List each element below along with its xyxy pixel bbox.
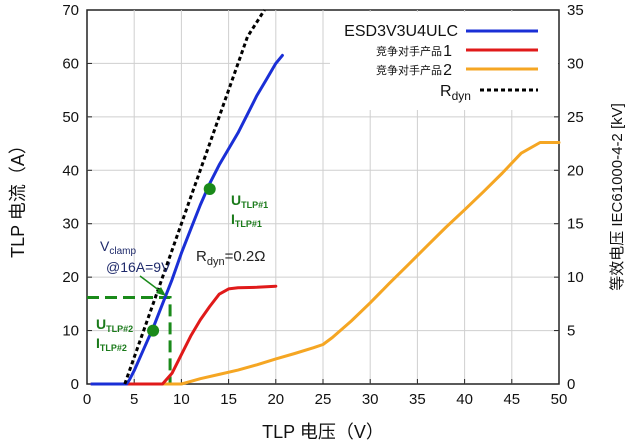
y-axis-ticks: 0 10 20 30 40 50 60 70 — [62, 2, 92, 393]
x-tick-label: 35 — [409, 391, 426, 408]
y-axis-title: TLP 电流（A） — [8, 136, 28, 258]
vclamp-arrowhead — [156, 287, 166, 296]
y-tick-label: 0 — [71, 376, 79, 393]
series-layer — [90, 9, 561, 386]
y2-tick-label: 35 — [567, 2, 584, 19]
y2-tick-label: 0 — [567, 376, 575, 393]
y-tick-label: 10 — [62, 323, 79, 340]
x-tick-label: 0 — [83, 391, 91, 408]
x-tick-label: 45 — [503, 391, 520, 408]
y2-tick-label: 5 — [567, 323, 575, 340]
y-tick-label: 60 — [62, 55, 79, 72]
x-tick-label: 50 — [551, 391, 568, 408]
y2-tick-label: 20 — [567, 162, 584, 179]
y2-axis-ticks: 0 5 10 15 20 25 30 35 — [554, 2, 584, 393]
annotation-vclamp: Vclamp — [100, 238, 136, 257]
legend-label-competitor-2: 竞争对手产品 — [376, 63, 442, 77]
x-tick-label: 40 — [456, 391, 473, 408]
x-tick-label: 30 — [362, 391, 379, 408]
y2-tick-label: 15 — [567, 216, 584, 233]
y-tick-label: 50 — [62, 109, 79, 126]
annotation-vclamp-value: @16A=9V — [106, 259, 171, 275]
x-tick-label: 5 — [130, 391, 138, 408]
y-tick-label: 40 — [62, 162, 79, 179]
legend: ESD3V3U4ULC 竞争对手产品 1 竞争对手产品 2 Rdyn — [330, 12, 558, 110]
vclamp-arrow — [139, 275, 161, 292]
x-axis-title: TLP 电压（V） — [262, 422, 384, 442]
annotation-u-tlp1: UTLP#1 — [231, 192, 268, 210]
annotation-i-tlp2: ITLP#2 — [96, 335, 127, 353]
legend-label-rdyn: Rdyn — [440, 83, 471, 103]
legend-background — [330, 12, 558, 110]
legend-num-competitor-1: 1 — [443, 43, 452, 60]
y-tick-label: 20 — [62, 269, 79, 286]
x-tick-label: 15 — [220, 391, 237, 408]
points-layer — [147, 182, 216, 337]
legend-label-esd3v3u4ulc: ESD3V3U4ULC — [344, 23, 458, 40]
x-tick-label: 25 — [315, 391, 332, 408]
data-point-tlp1 — [203, 182, 216, 195]
clamp-marker — [87, 295, 172, 384]
y2-axis-title: 等效电压 IEC61000-4-2 [kV] — [608, 103, 626, 291]
series-line-2 — [90, 141, 561, 386]
grid — [87, 10, 559, 384]
y-tick-label: 70 — [62, 2, 79, 19]
legend-num-competitor-2: 2 — [443, 62, 452, 79]
series-line-1 — [90, 284, 278, 386]
x-tick-label: 10 — [173, 391, 190, 408]
x-axis-ticks: 0 5 10 15 20 25 30 35 40 45 50 — [83, 379, 568, 408]
y-tick-label: 30 — [62, 216, 79, 233]
annotation-u-tlp2: UTLP#2 — [96, 316, 133, 334]
x-tick-label: 20 — [267, 391, 284, 408]
y2-tick-label: 10 — [567, 269, 584, 286]
y2-tick-label: 25 — [567, 109, 584, 126]
clamp-dashed-line — [87, 295, 172, 384]
annotation-rdyn: Rdyn=0.2Ω — [196, 248, 265, 268]
legend-label-competitor-1: 竞争对手产品 — [376, 44, 442, 58]
data-point-tlp2 — [147, 324, 160, 337]
series-line-esd3v3u4ulc — [90, 53, 284, 386]
y2-tick-label: 30 — [567, 55, 584, 72]
series-line-rdyn — [123, 9, 266, 385]
annotation-i-tlp1: ITLP#1 — [231, 211, 262, 229]
